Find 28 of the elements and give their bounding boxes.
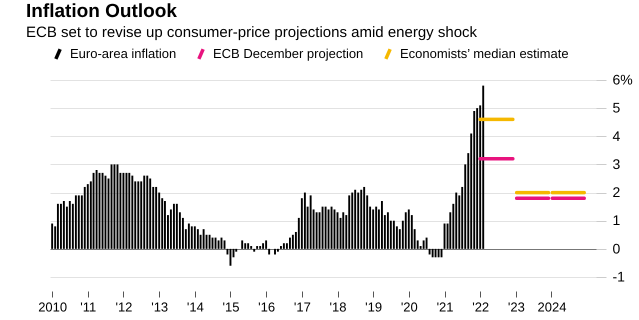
legend-label: ECB December projection (213, 46, 364, 62)
x-tick-label: '22 (472, 300, 490, 314)
y-tick-label: 4 (612, 128, 620, 144)
chart-subtitle: ECB set to revise up consumer-price projections amid energy shock (26, 24, 478, 41)
y-tick-label: -1 (612, 268, 626, 284)
y-tick-label: 0 (612, 240, 620, 256)
x-tick-label: '21 (436, 300, 454, 314)
x-tick-label: '13 (151, 300, 168, 314)
x-tick-label: '14 (186, 300, 204, 314)
x-tick-label: 2024 (538, 300, 566, 314)
x-tick-label: '15 (222, 300, 240, 314)
x-tick-label: '17 (294, 300, 311, 314)
y-tick-label: 5 (612, 100, 620, 116)
y-tick-label: 2 (612, 184, 620, 200)
y-tick-label: 3 (612, 156, 620, 172)
x-tick-label: '23 (508, 300, 525, 314)
x-tick-label: '20 (400, 300, 418, 314)
legend-label: Euro-area inflation (70, 46, 176, 62)
legend-label: Economists’ median estimate (400, 46, 569, 62)
x-tick-label: '12 (115, 300, 132, 314)
y-tick-label: 6% (612, 72, 633, 88)
x-tick-label: '11 (80, 300, 96, 314)
y-tick-label: 1 (612, 212, 620, 228)
x-tick-label: '16 (258, 300, 276, 314)
x-tick-label: '19 (365, 300, 382, 314)
x-tick-label: '18 (330, 300, 346, 314)
chart-title: Inflation Outlook (26, 1, 178, 22)
x-tick-label: 2010 (38, 300, 68, 314)
